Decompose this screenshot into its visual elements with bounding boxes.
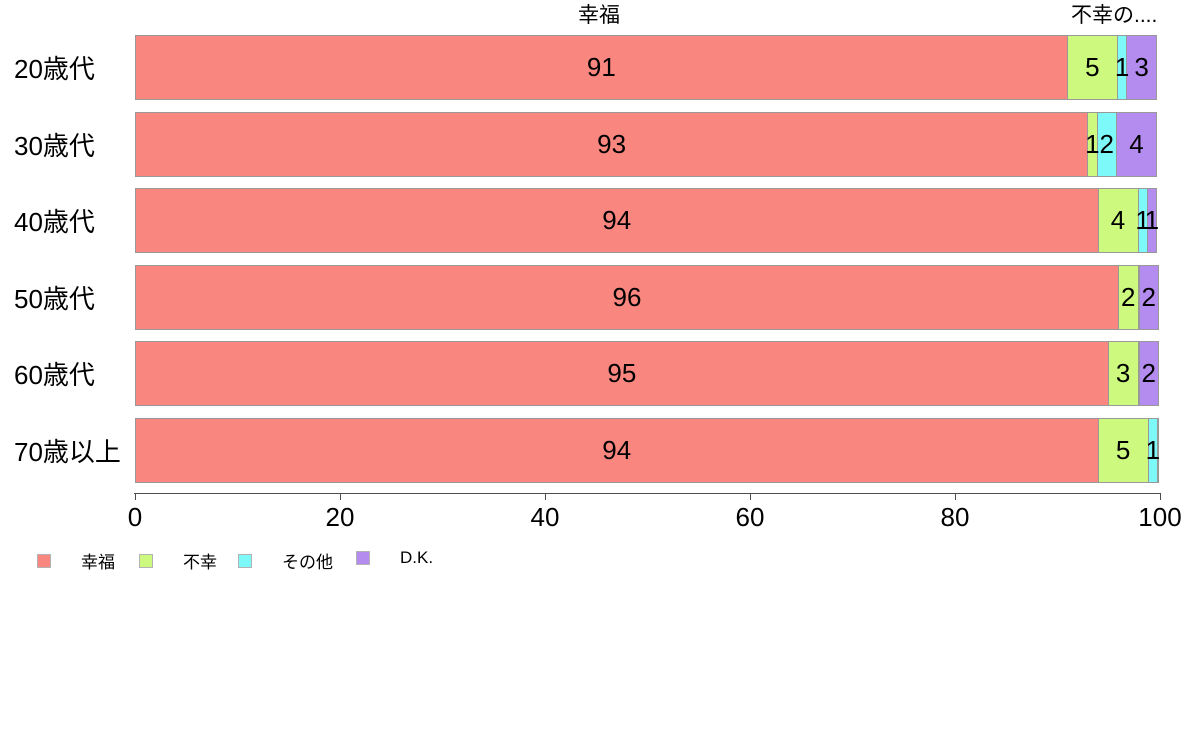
bar-segment: 94	[135, 188, 1099, 253]
segment-value-label: 96	[612, 281, 642, 312]
segment-value-label: 2	[1121, 281, 1136, 312]
legend-item: 不幸	[139, 548, 217, 573]
x-axis-tick	[545, 494, 546, 500]
bar-segment	[1157, 417, 1159, 483]
segment-value-label: 2	[1141, 281, 1156, 312]
bar-segment: 3	[1126, 35, 1157, 100]
bar-row: 70歳以上 94 5 1	[0, 417, 1188, 483]
bar-segment: 2	[1138, 264, 1159, 330]
category-label: 60歳代	[14, 360, 95, 390]
bar-segment: 3	[1107, 341, 1139, 406]
segment-value-label: 1	[1144, 205, 1160, 235]
bar-segment: 91	[135, 35, 1068, 100]
segment-value-label: 91	[586, 52, 616, 82]
bar-row: 20歳代 91 5 1 3	[0, 35, 1188, 100]
legend-label: D.K.	[400, 548, 434, 567]
bar-segment: 95	[135, 341, 1109, 406]
x-axis-tick-label: 100	[1138, 502, 1182, 532]
category-label: 40歳代	[14, 207, 95, 237]
bar-segment: 1	[1135, 188, 1150, 253]
bar-segment: 1	[1144, 188, 1160, 253]
x-axis-tick	[340, 494, 341, 500]
bar-segment: 5	[1066, 35, 1118, 100]
legend-label: その他	[282, 553, 333, 572]
bar-stack: 94 5 1	[135, 417, 1161, 483]
x-axis-tick	[750, 494, 751, 500]
bar-stack: 94 4 1 1	[135, 188, 1160, 253]
bar-segment: 4	[1097, 188, 1139, 253]
x-axis-tick	[135, 494, 136, 500]
segment-value-label: 95	[607, 358, 637, 388]
bar-segment: 93	[135, 111, 1089, 177]
x-axis-tick-label: 60	[735, 502, 765, 532]
x-axis-tick	[1160, 494, 1161, 500]
legend-item: D.K.	[356, 548, 433, 568]
legend-swatch	[238, 553, 252, 568]
segment-value-label: 94	[602, 205, 632, 235]
segment-value-label: 1	[1114, 52, 1130, 82]
bar-segment: 5	[1097, 417, 1149, 483]
x-axis-tick-label: 0	[127, 502, 143, 532]
x-axis-tick-label: 80	[940, 502, 970, 532]
legend-label: 不幸	[183, 553, 217, 572]
legend-swatch	[37, 553, 51, 568]
legend-item: その他	[238, 548, 333, 573]
segment-value-label: 1	[1145, 434, 1161, 465]
bar-segment: 2	[1138, 341, 1159, 406]
category-label: 30歳代	[14, 130, 95, 161]
segment-value-label: 4	[1129, 128, 1144, 159]
x-axis-line	[134, 493, 1161, 494]
legend: 幸福 不幸 その他 D.K.	[0, 548, 1188, 572]
segment-value-label: 1	[1135, 205, 1150, 235]
bar-stack: 91 5 1 3	[135, 35, 1157, 100]
bar-segment: 96	[135, 264, 1119, 330]
category-label: 20歳代	[14, 54, 95, 84]
bar-segment: 1	[1085, 111, 1100, 177]
bar-segment: 1	[1114, 35, 1130, 100]
top-annotation: 不幸の....	[1071, 4, 1158, 27]
segment-value-label: 3	[1115, 358, 1131, 388]
segment-value-label: 2	[1141, 358, 1156, 388]
bar-row: 60歳代 95 3 2	[0, 341, 1188, 406]
bar-stack: 93 1 2 4	[135, 111, 1157, 177]
bar-stack: 96 2 2	[135, 264, 1159, 330]
segment-value-label: 5	[1115, 434, 1131, 465]
bar-segment: 4	[1116, 111, 1157, 177]
top-annotation: 幸福	[578, 4, 620, 27]
bar-segment: 2	[1118, 264, 1139, 330]
bar-row: 40歳代 94 4 1 1	[0, 188, 1188, 253]
segment-value-label: 1	[1085, 128, 1100, 159]
segment-value-label: 93	[597, 128, 627, 159]
category-label: 50歳代	[14, 283, 95, 314]
legend-swatch	[356, 551, 370, 565]
legend-swatch	[139, 553, 153, 568]
bar-segment: 94	[135, 417, 1099, 483]
bar-segment: 1	[1145, 417, 1161, 483]
segment-value-label: 2	[1099, 128, 1114, 159]
bar-stack: 95 3 2	[135, 341, 1159, 406]
bar-row: 30歳代 93 1 2 4	[0, 111, 1188, 177]
segment-value-label: 3	[1134, 52, 1149, 82]
legend-label: 幸福	[81, 553, 115, 572]
segment-value-label: 5	[1085, 52, 1100, 82]
bar-segment: 2	[1096, 111, 1117, 177]
segment-value-label: 4	[1110, 205, 1126, 235]
x-axis-tick-label: 40	[530, 502, 560, 532]
category-label: 70歳以上	[14, 436, 121, 467]
x-axis-tick-label: 20	[325, 502, 355, 532]
x-axis-tick	[955, 494, 956, 500]
bar-row: 50歳代 96 2 2	[0, 264, 1188, 330]
legend-item: 幸福	[37, 548, 115, 573]
segment-value-label: 94	[602, 434, 632, 465]
